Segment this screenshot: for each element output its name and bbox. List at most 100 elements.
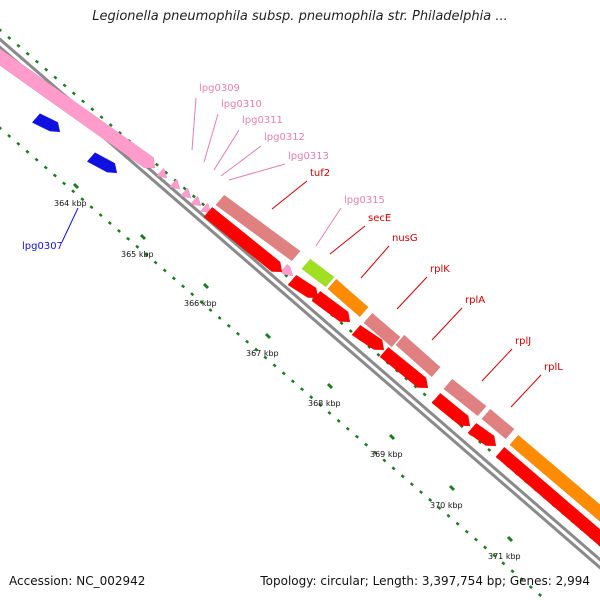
gene-bar-red[interactable] xyxy=(311,290,351,323)
inner-dot-track xyxy=(272,363,277,368)
gene-bar-pink-small[interactable] xyxy=(280,263,294,277)
inner-dot-track xyxy=(199,300,204,305)
gene-bar-blue[interactable] xyxy=(31,113,61,133)
inner-dot-track xyxy=(473,537,478,542)
inner-dot-track xyxy=(492,553,497,558)
outer-dot-track xyxy=(44,67,49,72)
inner-dot-track xyxy=(364,442,369,447)
gene-bar-orange[interactable] xyxy=(509,434,600,535)
gene-bar-green[interactable] xyxy=(301,258,335,288)
gene-bar-pink-small[interactable] xyxy=(169,178,181,190)
inner-dot-track xyxy=(144,252,149,257)
inner-dot-track xyxy=(34,157,39,162)
gene-label-nusg[interactable]: nusG xyxy=(392,233,418,244)
gene-label-lpg0313[interactable]: lpg0313 xyxy=(288,151,329,162)
inner-dot-track xyxy=(528,585,533,590)
kbp-tick-label: 371 kbp xyxy=(488,552,521,561)
outer-dot-track xyxy=(413,384,418,389)
outer-dot-track xyxy=(0,28,3,32)
gene-label-lpg0310[interactable]: lpg0310 xyxy=(221,99,262,110)
kbp-tick-label: 365 kbp xyxy=(121,250,154,259)
gene-bar-salmon[interactable] xyxy=(443,378,487,417)
gene-bar-red[interactable] xyxy=(431,392,471,427)
gene-label-lpg0309[interactable]: lpg0309 xyxy=(199,83,240,94)
gene-label-sece[interactable]: secE xyxy=(368,213,391,224)
inner-dot-track xyxy=(226,323,231,328)
gene-bar-salmon[interactable] xyxy=(363,312,401,348)
outer-dot-track xyxy=(7,35,12,40)
gene-label-leader xyxy=(510,374,542,408)
accession-text: Accession: NC_002942 xyxy=(9,574,146,588)
gene-bar-pink-small[interactable] xyxy=(190,195,202,207)
inner-dot-track xyxy=(446,513,451,518)
gene-label-leader xyxy=(191,97,197,151)
gene-label-rplj[interactable]: rplJ xyxy=(515,336,531,347)
gene-bar-pink-small[interactable] xyxy=(156,167,168,179)
gene-label-tuf2[interactable]: tuf2 xyxy=(310,168,330,179)
gene-label-leader xyxy=(431,307,463,341)
outer-dot-track xyxy=(99,115,104,120)
outer-dot-track xyxy=(404,376,409,381)
gene-label-rpla[interactable]: rplA xyxy=(465,295,485,306)
outer-dot-track xyxy=(53,75,58,80)
gene-bar-red[interactable] xyxy=(495,446,600,560)
kbp-tick-mark xyxy=(72,182,80,190)
inner-dot-track xyxy=(300,387,305,392)
outer-dot-track xyxy=(108,123,113,128)
inner-dot-track xyxy=(537,593,543,597)
inner-dot-track xyxy=(318,403,323,407)
gene-label-leader xyxy=(213,129,240,171)
gene-label-rpll[interactable]: rplL xyxy=(544,362,563,373)
gene-label-leader xyxy=(329,225,366,255)
inner-dot-track xyxy=(52,173,57,178)
gene-bar-salmon[interactable] xyxy=(395,334,441,378)
outer-dot-track xyxy=(81,99,86,104)
gene-bar-orange[interactable] xyxy=(327,278,369,318)
inner-dot-track xyxy=(281,371,286,376)
inner-dot-track xyxy=(25,149,30,154)
kbp-tick-mark xyxy=(448,484,456,492)
gene-label-leader xyxy=(481,348,513,382)
gene-label-leader xyxy=(360,245,390,279)
inner-dot-track xyxy=(382,458,387,463)
inner-dot-track xyxy=(190,292,195,297)
inner-dot-track xyxy=(107,221,112,225)
inner-dot-track xyxy=(162,268,167,273)
gene-bar-pink-small[interactable] xyxy=(200,202,212,214)
gene-bar-pink-long[interactable] xyxy=(0,45,156,169)
gene-bar-red[interactable] xyxy=(203,206,283,273)
gene-label-rplk[interactable]: rplK xyxy=(430,264,450,275)
gene-bar-salmon[interactable] xyxy=(481,408,515,440)
outer-dot-track xyxy=(182,186,187,191)
inner-dot-track xyxy=(391,466,396,471)
outer-dot-track xyxy=(376,352,381,357)
gene-bar-red[interactable] xyxy=(379,346,429,389)
inner-dot-track xyxy=(80,197,85,202)
gene-label-leader xyxy=(203,113,219,163)
inner-dot-track xyxy=(153,260,158,265)
gene-label-lpg0311[interactable]: lpg0311 xyxy=(242,115,283,126)
gene-bar-salmon[interactable] xyxy=(215,194,301,262)
gene-bar-pink-small[interactable] xyxy=(180,187,192,199)
gene-label-lpg0312[interactable]: lpg0312 xyxy=(264,132,305,143)
gene-label-lpg0315[interactable]: lpg0315 xyxy=(344,195,385,206)
gene-bar-red[interactable] xyxy=(351,324,385,351)
inner-dot-track xyxy=(135,244,140,249)
inner-dot-track xyxy=(455,521,460,526)
kbp-tick-label: 366 kbp xyxy=(184,299,217,308)
gene-label-lpg0307[interactable]: lpg0307 xyxy=(22,241,63,252)
inner-dot-track xyxy=(263,355,268,360)
inner-dot-track xyxy=(89,205,94,210)
kbp-tick-label: 370 kbp xyxy=(430,501,463,510)
outer-dot-track xyxy=(487,447,492,452)
gene-bar-red[interactable] xyxy=(287,274,319,299)
gene-label-leader xyxy=(315,207,342,247)
outer-dot-track xyxy=(117,131,123,135)
inner-dot-track xyxy=(373,450,378,455)
backbone-line-outer xyxy=(0,37,600,562)
gene-bar-blue[interactable] xyxy=(86,152,118,174)
gene-label-leader xyxy=(61,207,79,243)
gene-bar-red[interactable] xyxy=(467,422,497,447)
